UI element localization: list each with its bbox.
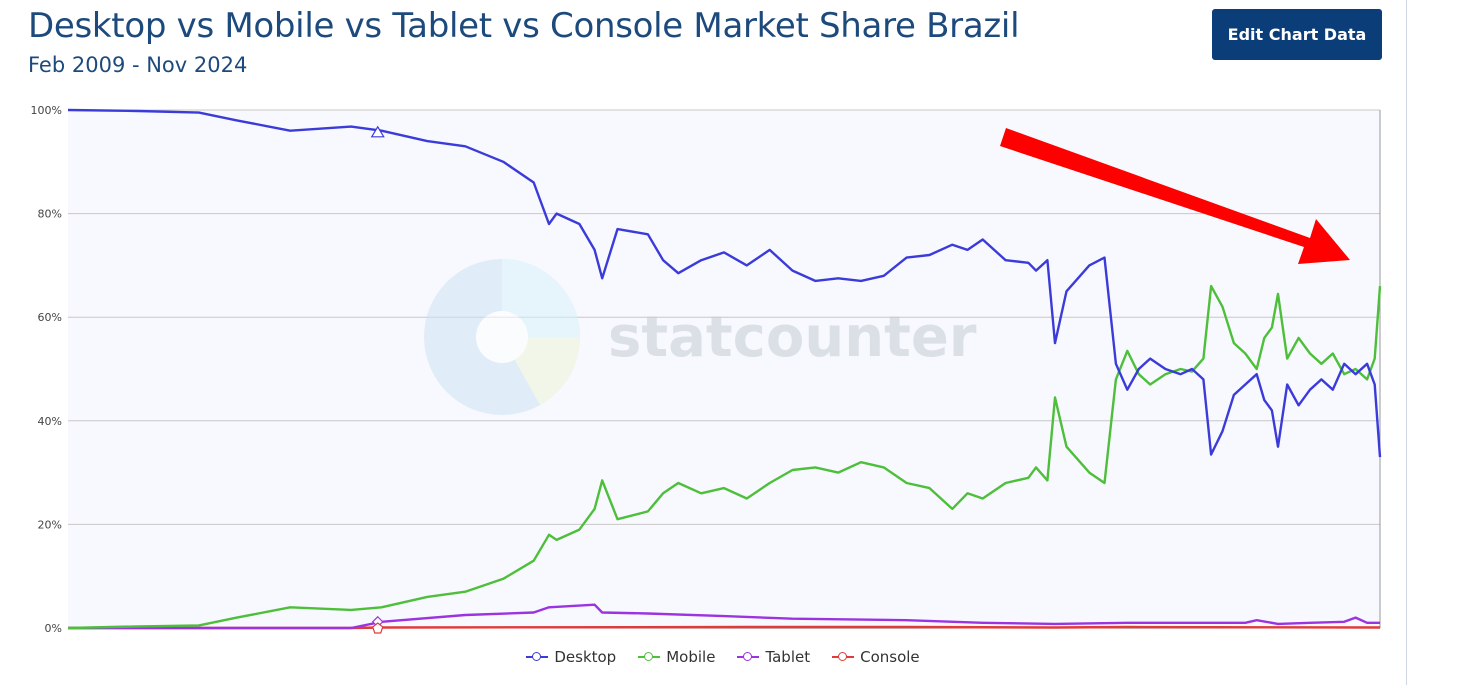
chart-subtitle: Feb 2009 - Nov 2024 — [28, 53, 248, 77]
series-line-desktop[interactable] — [67, 108, 1382, 458]
page-border — [1406, 0, 1407, 685]
legend-label: Desktop — [554, 648, 617, 666]
edit-chart-data-button[interactable]: Edit Chart Data — [1212, 9, 1382, 60]
y-tick-label: 40% — [38, 415, 62, 428]
y-tick-label: 60% — [38, 311, 62, 324]
y-tick-label: 80% — [38, 208, 62, 221]
watermark-logo-hole — [476, 311, 528, 363]
y-tick-label: 20% — [38, 518, 62, 531]
series-line-tablet[interactable] — [68, 603, 1380, 630]
line-chart: statcounter 0% 20% 40% 60% 80% 100% — [31, 104, 1382, 635]
desktop-marker — [370, 125, 385, 138]
legend-marker-icon — [832, 651, 855, 663]
legend-marker-icon — [526, 651, 549, 663]
legend-marker-icon — [638, 651, 661, 663]
legend-item-mobile[interactable]: Mobile — [638, 648, 715, 666]
legend-label: Tablet — [765, 648, 811, 666]
chart-title: Desktop vs Mobile vs Tablet vs Console M… — [28, 6, 1020, 46]
chart-legend: Desktop Mobile Tablet Console — [0, 648, 1446, 666]
legend-marker-icon — [737, 651, 760, 663]
series-markers — [370, 125, 385, 634]
watermark-text: statcounter — [608, 305, 977, 370]
y-axis: 0% 20% 40% 60% 80% 100% — [31, 104, 62, 635]
y-tick-label: 100% — [31, 104, 62, 117]
series-line-mobile[interactable] — [67, 284, 1382, 630]
arrow-shape — [1000, 128, 1350, 264]
legend-item-console[interactable]: Console — [832, 648, 920, 666]
console-marker — [372, 622, 384, 634]
watermark-logo-segment — [502, 259, 580, 337]
legend-item-tablet[interactable]: Tablet — [737, 648, 810, 666]
series-lines — [67, 108, 1382, 630]
red-arrow-annotation — [1000, 128, 1350, 264]
legend-label: Mobile — [666, 648, 716, 666]
statcounter-watermark: statcounter — [424, 259, 977, 415]
legend-label: Console — [860, 648, 920, 666]
y-tick-label: 0% — [45, 622, 62, 635]
legend-item-desktop[interactable]: Desktop — [526, 648, 616, 666]
